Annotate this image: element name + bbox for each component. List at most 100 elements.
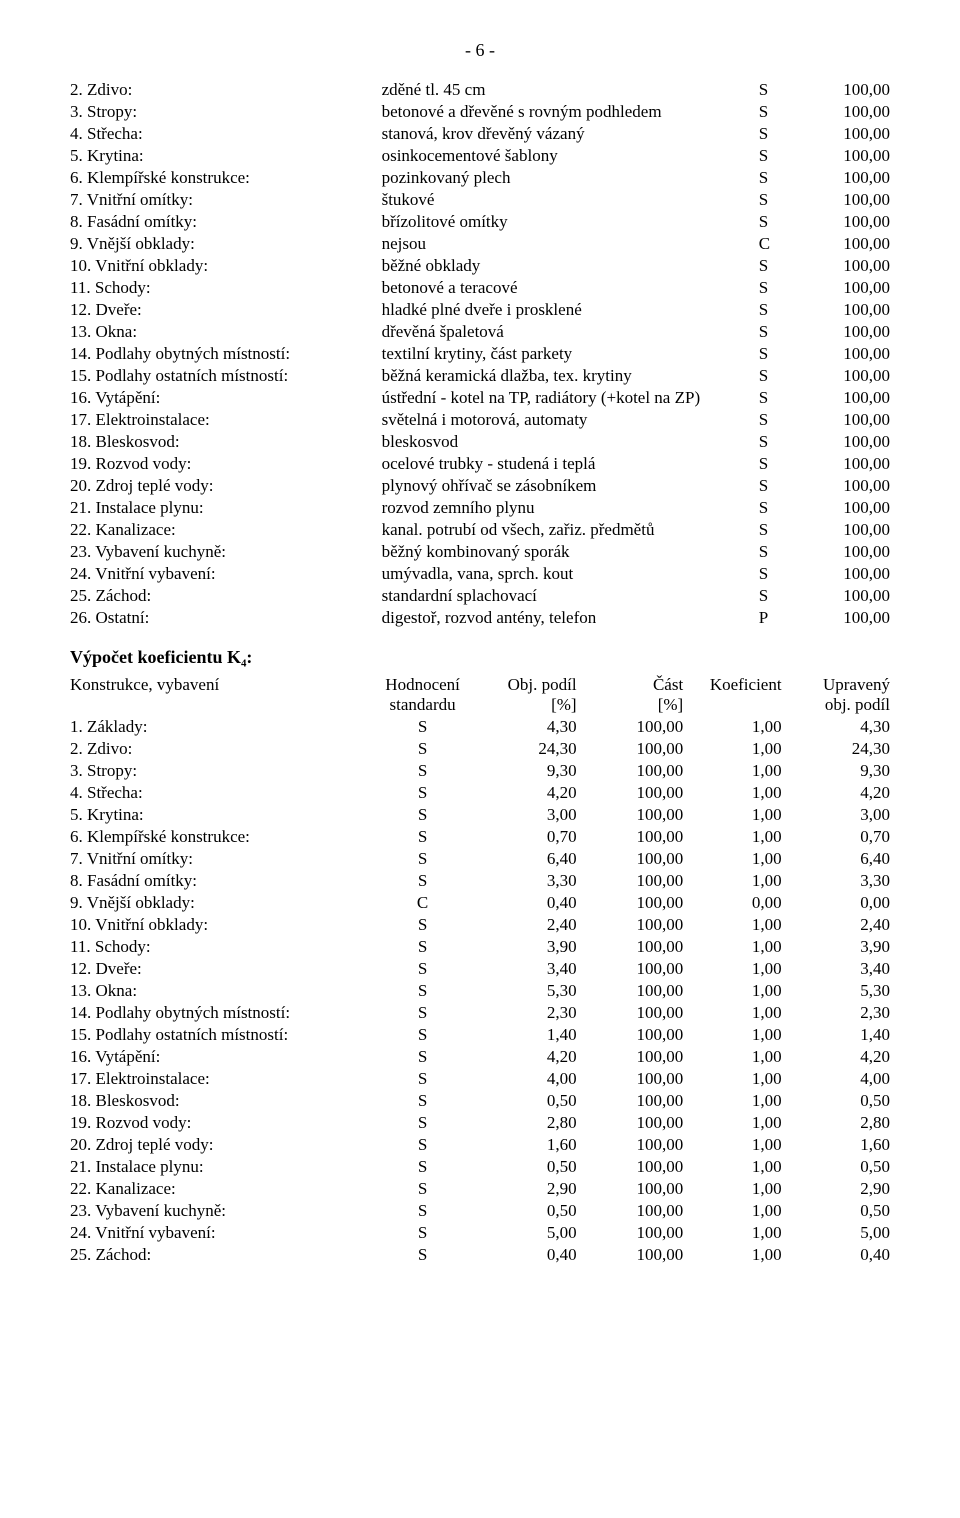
row-code: S (759, 167, 792, 189)
row-label: 17. Elektroinstalace: (70, 1068, 365, 1090)
row-val: 100,00 (792, 497, 890, 519)
table-row: 5. Krytina:S3,00100,001,003,00 (70, 804, 890, 826)
table-row: 3. Stropy:S9,30100,001,009,30 (70, 760, 890, 782)
table-row: 25. Záchod:standardní splachovacíS100,00 (70, 585, 890, 607)
table-row: 10. Vnitřní obklady:S2,40100,001,002,40 (70, 914, 890, 936)
row-val: 100,00 (792, 255, 890, 277)
row-label: 7. Vnitřní omítky: (70, 848, 365, 870)
row-label: 14. Podlahy obytných místností: (70, 343, 382, 365)
row-upr: 5,00 (792, 1222, 890, 1244)
row-upr: 6,40 (792, 848, 890, 870)
row-desc: bleskosvod (382, 431, 759, 453)
row-code: S (759, 453, 792, 475)
row-val: 100,00 (792, 453, 890, 475)
row-label: 11. Schody: (70, 936, 365, 958)
row-obj: 3,00 (480, 804, 587, 826)
row-code: S (759, 387, 792, 409)
row-label: 7. Vnitřní omítky: (70, 189, 382, 211)
hdr-col6b: obj. podíl (825, 695, 890, 714)
table-row: 20. Zdroj teplé vody:S1,60100,001,001,60 (70, 1134, 890, 1156)
table-row: 12. Dveře:S3,40100,001,003,40 (70, 958, 890, 980)
table-row: 21. Instalace plynu:S0,50100,001,000,50 (70, 1156, 890, 1178)
row-cast: 100,00 (587, 980, 694, 1002)
row-hod: S (365, 826, 480, 848)
row-desc: světelná i motorová, automaty (382, 409, 759, 431)
row-label: 12. Dveře: (70, 299, 382, 321)
hdr-col6: Upravený (823, 675, 890, 694)
row-hod: S (365, 1024, 480, 1046)
hdr-col1: Konstrukce, vybavení (70, 675, 219, 694)
row-code: S (759, 277, 792, 299)
row-label: 26. Ostatní: (70, 607, 382, 629)
row-val: 100,00 (792, 365, 890, 387)
table-row: 2. Zdivo:S24,30100,001,0024,30 (70, 738, 890, 760)
table-row: 4. Střecha:S4,20100,001,004,20 (70, 782, 890, 804)
table-row: 6. Klempířské konstrukce:pozinkovaný ple… (70, 167, 890, 189)
row-hod: S (365, 782, 480, 804)
row-label: 11. Schody: (70, 277, 382, 299)
row-obj: 2,30 (480, 1002, 587, 1024)
row-hod: S (365, 1134, 480, 1156)
row-obj: 4,20 (480, 782, 587, 804)
row-code: S (759, 563, 792, 585)
table-row: 3. Stropy:betonové a dřevěné s rovným po… (70, 101, 890, 123)
hdr-col3b: [%] (551, 695, 576, 714)
hdr-col2: Hodnocení (385, 675, 460, 694)
table-row: 22. Kanalizace:S2,90100,001,002,90 (70, 1178, 890, 1200)
row-desc: rozvod zemního plynu (382, 497, 759, 519)
row-desc: betonové a teracové (382, 277, 759, 299)
row-label: 10. Vnitřní obklady: (70, 255, 382, 277)
row-obj: 5,30 (480, 980, 587, 1002)
row-cast: 100,00 (587, 1134, 694, 1156)
row-obj: 1,40 (480, 1024, 587, 1046)
row-cast: 100,00 (587, 1156, 694, 1178)
row-desc: štukové (382, 189, 759, 211)
hdr-col2b: standardu (390, 695, 456, 714)
table-header: Konstrukce, vybavení Hodnocení standardu… (70, 674, 890, 716)
row-label: 2. Zdivo: (70, 79, 382, 101)
row-code: S (759, 541, 792, 563)
table-row: 19. Rozvod vody:S2,80100,001,002,80 (70, 1112, 890, 1134)
row-cast: 100,00 (587, 1112, 694, 1134)
row-upr: 2,90 (792, 1178, 890, 1200)
row-label: 20. Zdroj teplé vody: (70, 1134, 365, 1156)
row-val: 100,00 (792, 585, 890, 607)
row-upr: 3,30 (792, 870, 890, 892)
row-upr: 0,50 (792, 1156, 890, 1178)
row-label: 13. Okna: (70, 321, 382, 343)
row-hod: C (365, 892, 480, 914)
row-cast: 100,00 (587, 936, 694, 958)
row-hod: S (365, 716, 480, 738)
table-row: 25. Záchod:S0,40100,001,000,40 (70, 1244, 890, 1266)
row-cast: 100,00 (587, 1024, 694, 1046)
row-hod: S (365, 804, 480, 826)
row-obj: 4,00 (480, 1068, 587, 1090)
k4-table: Konstrukce, vybavení Hodnocení standardu… (70, 674, 890, 1266)
row-hod: S (365, 936, 480, 958)
row-hod: S (365, 1222, 480, 1244)
table-row: 23. Vybavení kuchyně:běžný kombinovaný s… (70, 541, 890, 563)
row-val: 100,00 (792, 541, 890, 563)
row-koef: 1,00 (693, 980, 791, 1002)
row-val: 100,00 (792, 167, 890, 189)
row-koef: 1,00 (693, 848, 791, 870)
row-label: 5. Krytina: (70, 804, 365, 826)
row-hod: S (365, 1244, 480, 1266)
row-val: 100,00 (792, 431, 890, 453)
table-row: 8. Fasádní omítky:S3,30100,001,003,30 (70, 870, 890, 892)
row-code: S (759, 145, 792, 167)
row-label: 24. Vnitřní vybavení: (70, 1222, 365, 1244)
row-upr: 1,60 (792, 1134, 890, 1156)
row-upr: 4,00 (792, 1068, 890, 1090)
page-number: - 6 - (70, 40, 890, 61)
row-val: 100,00 (792, 211, 890, 233)
row-val: 100,00 (792, 409, 890, 431)
row-cast: 100,00 (587, 892, 694, 914)
row-hod: S (365, 738, 480, 760)
row-label: 15. Podlahy ostatních místností: (70, 365, 382, 387)
row-obj: 2,90 (480, 1178, 587, 1200)
row-code: S (759, 365, 792, 387)
row-upr: 4,20 (792, 1046, 890, 1068)
row-hod: S (365, 1200, 480, 1222)
row-label: 10. Vnitřní obklady: (70, 914, 365, 936)
